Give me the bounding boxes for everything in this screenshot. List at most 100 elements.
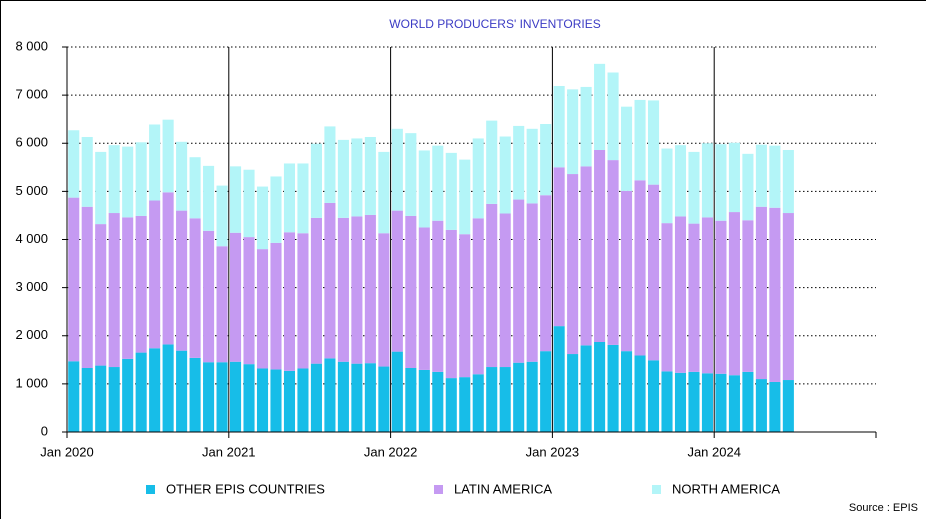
bar-segment (243, 237, 254, 364)
bar-segment (661, 149, 672, 224)
bar-segment (688, 152, 699, 224)
bar-segment (68, 198, 79, 362)
bar-segment (554, 167, 565, 326)
bar-segment (338, 362, 349, 432)
legend-swatch (434, 485, 443, 494)
bar-segment (203, 362, 214, 432)
bar-segment (432, 372, 443, 432)
bar-segment (230, 166, 241, 232)
bar-segment (500, 214, 511, 368)
bar-segment (783, 150, 794, 213)
bar-segment (567, 354, 578, 432)
bar-segment (473, 374, 484, 432)
bar-segment (675, 216, 686, 372)
x-tick-label: Jan 2020 (40, 444, 94, 459)
bar-segment (608, 345, 619, 432)
bar-segment (581, 166, 592, 345)
legend-swatch (652, 485, 661, 494)
bar-segment (702, 217, 713, 373)
bar-segment (715, 374, 726, 432)
bar-segment (149, 201, 160, 349)
bar-segment (635, 180, 646, 355)
bar-segment (661, 223, 672, 371)
bar-segment (82, 137, 93, 207)
bar-segment (729, 143, 740, 212)
bar-segment (648, 185, 659, 361)
bar-segment (95, 366, 106, 432)
bar-segment (163, 120, 174, 193)
bar-segment (217, 362, 228, 432)
bar-segment (95, 224, 106, 365)
bar-segment (486, 204, 497, 367)
bar-segment (257, 368, 268, 432)
bar-segment (446, 153, 457, 230)
bar-segment (486, 367, 497, 432)
bar-segment (459, 160, 470, 235)
y-tick-label: 6 000 (15, 135, 48, 150)
bar-segment (742, 372, 753, 432)
bar-segment (513, 200, 524, 363)
bar-segment (621, 351, 632, 432)
bar-segment (419, 150, 430, 227)
bar-segment (176, 211, 187, 351)
y-tick-label: 2 000 (15, 327, 48, 342)
bar-segment (567, 174, 578, 354)
y-tick-label: 7 000 (15, 87, 48, 102)
bar-segment (284, 232, 295, 371)
bar-segment (190, 218, 201, 358)
bar-segment (540, 351, 551, 432)
bar-segment (68, 130, 79, 197)
bar-segment (230, 233, 241, 362)
bar-segment (702, 373, 713, 432)
bar-segment (661, 371, 672, 432)
bar-segment (217, 186, 228, 247)
bar-segment (190, 157, 201, 218)
bar-segment (257, 187, 268, 250)
bar-segment (243, 170, 254, 237)
bar-segment (756, 207, 767, 379)
bar-segment (648, 360, 659, 432)
y-tick-label: 4 000 (15, 231, 48, 246)
bar-segment (419, 227, 430, 369)
y-tick-label: 5 000 (15, 183, 48, 198)
bar-segment (378, 152, 389, 233)
bar-segment (500, 367, 511, 432)
bar-segment (688, 372, 699, 432)
bar-segment (621, 191, 632, 351)
bar-segment (270, 243, 281, 370)
bar-segment (513, 363, 524, 432)
bar-segment (284, 371, 295, 432)
bar-segment (554, 86, 565, 167)
bar-segment (136, 142, 147, 216)
x-tick-label: Jan 2023 (526, 444, 580, 459)
bar-segment (324, 358, 335, 432)
bar-segment (459, 377, 470, 432)
bar-segment (473, 218, 484, 374)
bar-segment (486, 121, 497, 204)
bar-segment (338, 218, 349, 362)
bar-segment (756, 145, 767, 207)
bar-segment (149, 124, 160, 200)
x-tick-label: Jan 2024 (687, 444, 741, 459)
bar-segment (419, 370, 430, 432)
bar-segment (715, 144, 726, 221)
bar-segment (122, 217, 133, 358)
bar-segment (608, 160, 619, 345)
bar-segment (136, 353, 147, 432)
bar-segment (756, 379, 767, 432)
bar-segment (675, 373, 686, 432)
bar-segment (351, 216, 362, 363)
bar-segment (446, 378, 457, 432)
bar-segment (769, 208, 780, 382)
bar-segment (742, 220, 753, 372)
y-tick-label: 8 000 (15, 38, 48, 53)
bar-segment (473, 138, 484, 218)
bar-segment (176, 351, 187, 432)
bar-segment (405, 133, 416, 216)
bar-segment (432, 146, 443, 221)
bar-segment (446, 230, 457, 378)
bar-segment (243, 364, 254, 432)
bar-segment (729, 212, 740, 375)
x-tick-label: Jan 2021 (202, 444, 256, 459)
